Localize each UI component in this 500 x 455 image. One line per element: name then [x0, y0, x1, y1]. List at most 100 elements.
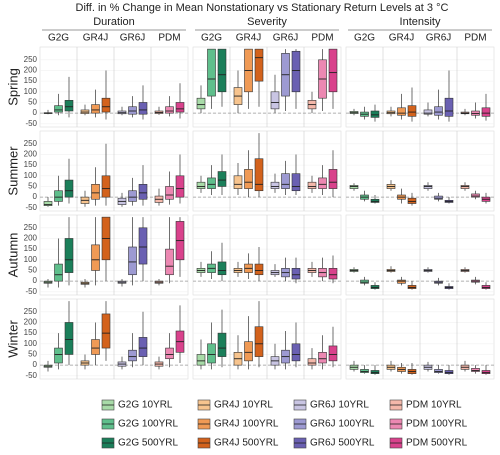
box — [175, 175, 185, 198]
legend-label: GR6J 10YRL — [310, 400, 369, 411]
box — [270, 91, 280, 110]
box — [91, 244, 100, 271]
box — [307, 358, 317, 366]
box — [318, 352, 327, 364]
box — [481, 285, 491, 289]
group-label: G2G — [201, 33, 222, 44]
box — [54, 190, 63, 202]
row-label: Summer — [5, 146, 20, 196]
box — [254, 263, 264, 276]
box — [196, 97, 206, 110]
legend-label: PDM 500YRL — [406, 438, 468, 449]
y-tick-label: 200 — [24, 66, 38, 75]
box — [64, 179, 74, 198]
box — [270, 181, 280, 189]
box — [434, 106, 443, 116]
box — [217, 261, 227, 276]
box — [471, 193, 480, 198]
box — [54, 105, 63, 113]
group-label: GR6J — [273, 33, 299, 44]
group-label: GR4J — [236, 33, 262, 44]
box — [291, 268, 301, 280]
row-label: Autumn — [5, 233, 20, 278]
box — [291, 50, 301, 93]
box — [138, 184, 148, 200]
y-tick-label: 50 — [28, 182, 37, 191]
box — [481, 107, 491, 117]
box — [128, 106, 137, 115]
legend-label: G2G 500YRL — [118, 438, 178, 449]
legend-label: G2G 100YRL — [118, 419, 178, 430]
box — [481, 370, 491, 374]
y-tick-label: 50 — [28, 98, 37, 107]
y-tick-label: -50 — [25, 371, 37, 380]
box — [370, 285, 380, 289]
y-tick-label: -50 — [25, 203, 37, 212]
y-tick-label: 100 — [24, 171, 38, 180]
group-label: G2G — [354, 33, 375, 44]
box — [370, 198, 380, 203]
box — [64, 238, 74, 273]
column-strip: Duration — [93, 16, 135, 28]
box — [407, 105, 417, 117]
box — [91, 104, 100, 114]
box — [397, 279, 406, 284]
box — [244, 169, 253, 189]
group-label: PDM — [464, 33, 486, 44]
box — [175, 102, 185, 113]
y-tick-label: 250 — [24, 307, 38, 316]
box — [360, 369, 369, 373]
row-label: Spring — [5, 68, 20, 106]
y-tick-label: 0 — [33, 276, 38, 285]
box — [91, 184, 100, 200]
box — [349, 185, 359, 189]
y-tick-label: 100 — [24, 255, 38, 264]
box — [217, 171, 227, 187]
box — [165, 248, 174, 276]
group-label: GR4J — [389, 33, 415, 44]
box — [281, 173, 290, 189]
box — [444, 370, 454, 374]
legend-label: G2G 10YRL — [118, 400, 173, 411]
box — [244, 341, 253, 362]
box — [207, 177, 216, 189]
y-tick-label: 150 — [24, 244, 38, 253]
y-tick-label: 250 — [24, 55, 38, 64]
box — [165, 347, 174, 360]
chart-title: Diff. in % Change in Mean Nonstationary … — [76, 2, 449, 14]
box — [423, 109, 433, 115]
box — [328, 169, 338, 189]
box — [196, 354, 206, 366]
box — [233, 175, 243, 189]
box — [101, 97, 111, 113]
box — [64, 100, 74, 112]
legend-label: GR4J 500YRL — [214, 438, 279, 449]
box — [91, 339, 100, 355]
box — [165, 106, 174, 114]
group-label: GR6J — [120, 33, 146, 44]
box — [407, 197, 417, 204]
box — [128, 246, 137, 276]
box — [434, 369, 443, 373]
box — [397, 107, 406, 116]
legend-label: PDM 100YRL — [406, 419, 468, 430]
box — [138, 227, 148, 265]
box — [207, 48, 216, 97]
y-tick-label: 0 — [33, 360, 38, 369]
y-tick-label: 150 — [24, 160, 38, 169]
y-tick-label: 150 — [24, 76, 38, 85]
box — [196, 181, 206, 189]
y-tick-label: -50 — [25, 287, 37, 296]
y-tick-label: 250 — [24, 139, 38, 148]
legend-label: GR4J 100YRL — [214, 419, 279, 430]
box — [471, 368, 480, 372]
box — [101, 313, 111, 349]
box — [101, 175, 111, 198]
box — [128, 190, 137, 202]
group-label: PDM — [158, 33, 180, 44]
group-label: GR6J — [426, 33, 452, 44]
box — [307, 181, 317, 189]
group-label: PDM — [311, 33, 333, 44]
row-label: Winter — [5, 320, 20, 358]
legend-label: GR4J 10YRL — [214, 400, 273, 411]
